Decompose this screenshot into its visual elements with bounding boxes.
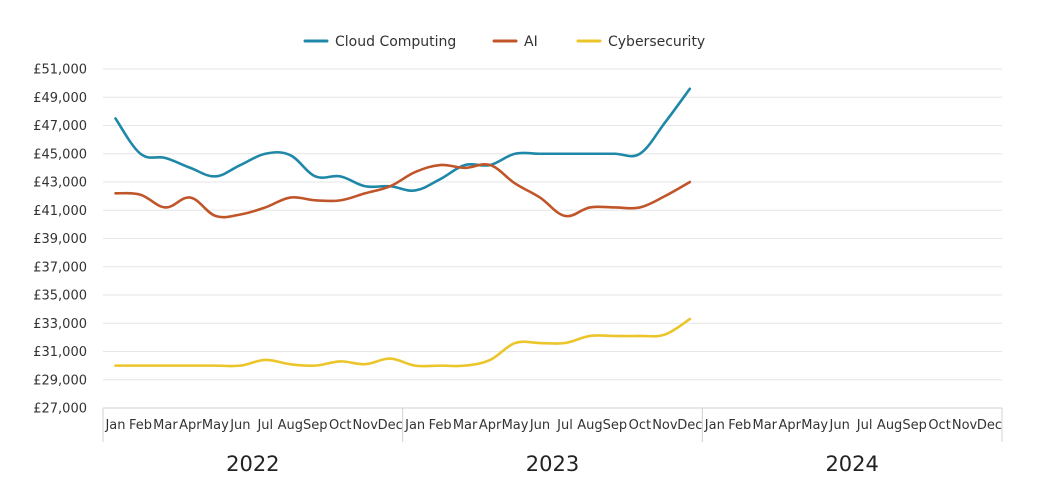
y-tick-label: £45,000 xyxy=(33,147,87,162)
x-tick-label: Jan xyxy=(704,418,725,433)
x-tick-label: Mar xyxy=(752,418,777,433)
x-tick-label: Sep xyxy=(303,418,328,433)
x-axis xyxy=(102,408,1003,442)
series-line-cybersecurity xyxy=(114,317,692,368)
y-tick-label: £37,000 xyxy=(33,260,87,275)
x-tick-label: Feb xyxy=(129,418,152,433)
legend-label-ai: AI xyxy=(524,34,538,50)
x-tick-label: Mar xyxy=(453,418,478,433)
x-tick-label: Sep xyxy=(902,418,927,433)
x-tick-label: Oct xyxy=(928,418,950,433)
y-tick-label: £47,000 xyxy=(33,119,87,134)
year-label: 2023 xyxy=(526,452,579,476)
x-tick-label: Jun xyxy=(829,418,850,433)
y-tick-label: £35,000 xyxy=(33,289,87,304)
x-tick-label: Jul xyxy=(856,418,873,433)
series-line-ai xyxy=(114,163,692,219)
x-tick-label: Apr xyxy=(479,418,502,433)
legend-label-cybersecurity: Cybersecurity xyxy=(608,34,705,50)
y-tick-label: £31,000 xyxy=(33,345,87,360)
x-tick-label: Dec xyxy=(378,418,403,433)
x-tick-label: Aug xyxy=(577,418,602,433)
y-tick-label: £41,000 xyxy=(33,204,87,219)
y-tick-label: £39,000 xyxy=(33,232,87,247)
x-tick-label: Jul xyxy=(556,418,573,433)
x-tick-label: Jan xyxy=(104,418,125,433)
x-tick-label: May xyxy=(801,418,828,433)
x-tick-label: Jun xyxy=(229,418,250,433)
x-tick-label: Jun xyxy=(529,418,550,433)
x-tick-label: Apr xyxy=(778,418,801,433)
year-label: 2022 xyxy=(226,452,279,476)
x-tick-label: Oct xyxy=(329,418,351,433)
grid-lines xyxy=(103,68,1002,409)
x-tick-label: Nov xyxy=(353,418,379,433)
x-tick-label: Nov xyxy=(952,418,978,433)
x-tick-label: Aug xyxy=(278,418,303,433)
x-tick-label: Dec xyxy=(677,418,702,433)
y-tick-label: £27,000 xyxy=(33,402,87,417)
x-tick-label: Jan xyxy=(404,418,425,433)
x-tick-label: May xyxy=(202,418,229,433)
x-tick-label: Apr xyxy=(179,418,202,433)
x-tick-label: Jul xyxy=(256,418,273,433)
x-tick-label: Aug xyxy=(877,418,902,433)
x-axis-year-labels: 2022 2023 2024 xyxy=(226,452,879,476)
x-tick-label: Sep xyxy=(603,418,628,433)
legend-label-cloud-computing: Cloud Computing xyxy=(335,34,456,50)
x-tick-label: Dec xyxy=(977,418,1002,433)
y-tick-label: £51,000 xyxy=(33,63,87,78)
y-tick-label: £49,000 xyxy=(33,91,87,106)
x-tick-label: Feb xyxy=(429,418,452,433)
series-group xyxy=(114,87,692,368)
y-tick-label: £29,000 xyxy=(33,373,87,388)
y-axis-labels: £27,000 £29,000 £31,000 £33,000 £35,000 £37,0… xyxy=(33,63,87,417)
y-tick-label: £33,000 xyxy=(33,317,87,332)
x-tick-label: Oct xyxy=(629,418,651,433)
x-axis-month-labels: Jan Feb Mar Apr May Jun Jul Aug Sep Oct Nov Dec Jan F… xyxy=(104,418,1002,433)
series-line-cloud-computing xyxy=(114,87,692,192)
y-tick-label: £43,000 xyxy=(33,176,87,191)
year-label: 2024 xyxy=(825,452,878,476)
x-tick-label: Nov xyxy=(652,418,678,433)
x-tick-label: Mar xyxy=(153,418,178,433)
legend: Cloud Computing AI Cybersecurity xyxy=(303,34,705,50)
x-tick-label: May xyxy=(502,418,529,433)
x-tick-label: Feb xyxy=(728,418,751,433)
